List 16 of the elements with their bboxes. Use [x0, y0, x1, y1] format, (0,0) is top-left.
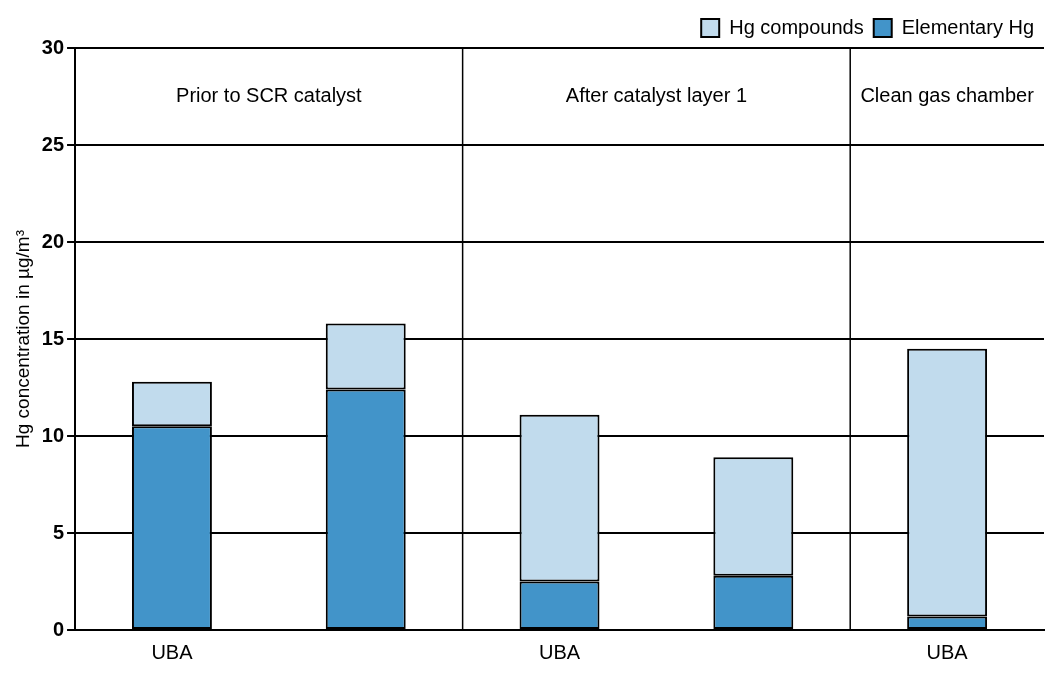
y-axis-title: Hg concentration in µg/m³	[11, 230, 33, 448]
annotation: Clean gas chamber	[860, 84, 1035, 107]
y-tick-label: 0	[52, 617, 65, 640]
y-tick-label: 25	[41, 132, 65, 155]
y-tick-label: 10	[41, 423, 65, 446]
legend-label: Hg compounds	[729, 15, 864, 38]
annotation: Prior to SCR catalyst	[176, 84, 363, 107]
y-tick-label: 5	[52, 520, 65, 543]
y-tick-label: 30	[41, 35, 65, 58]
y-tick-label: 15	[41, 326, 65, 349]
annotation: After catalyst layer 1	[565, 84, 748, 107]
x-tick-label: UBA	[926, 640, 969, 663]
legend-label: Elementary Hg	[901, 15, 1035, 38]
y-tick-label: 20	[41, 229, 65, 252]
x-tick-label: UBA	[538, 640, 581, 663]
x-tick-label: UBA	[151, 640, 194, 663]
